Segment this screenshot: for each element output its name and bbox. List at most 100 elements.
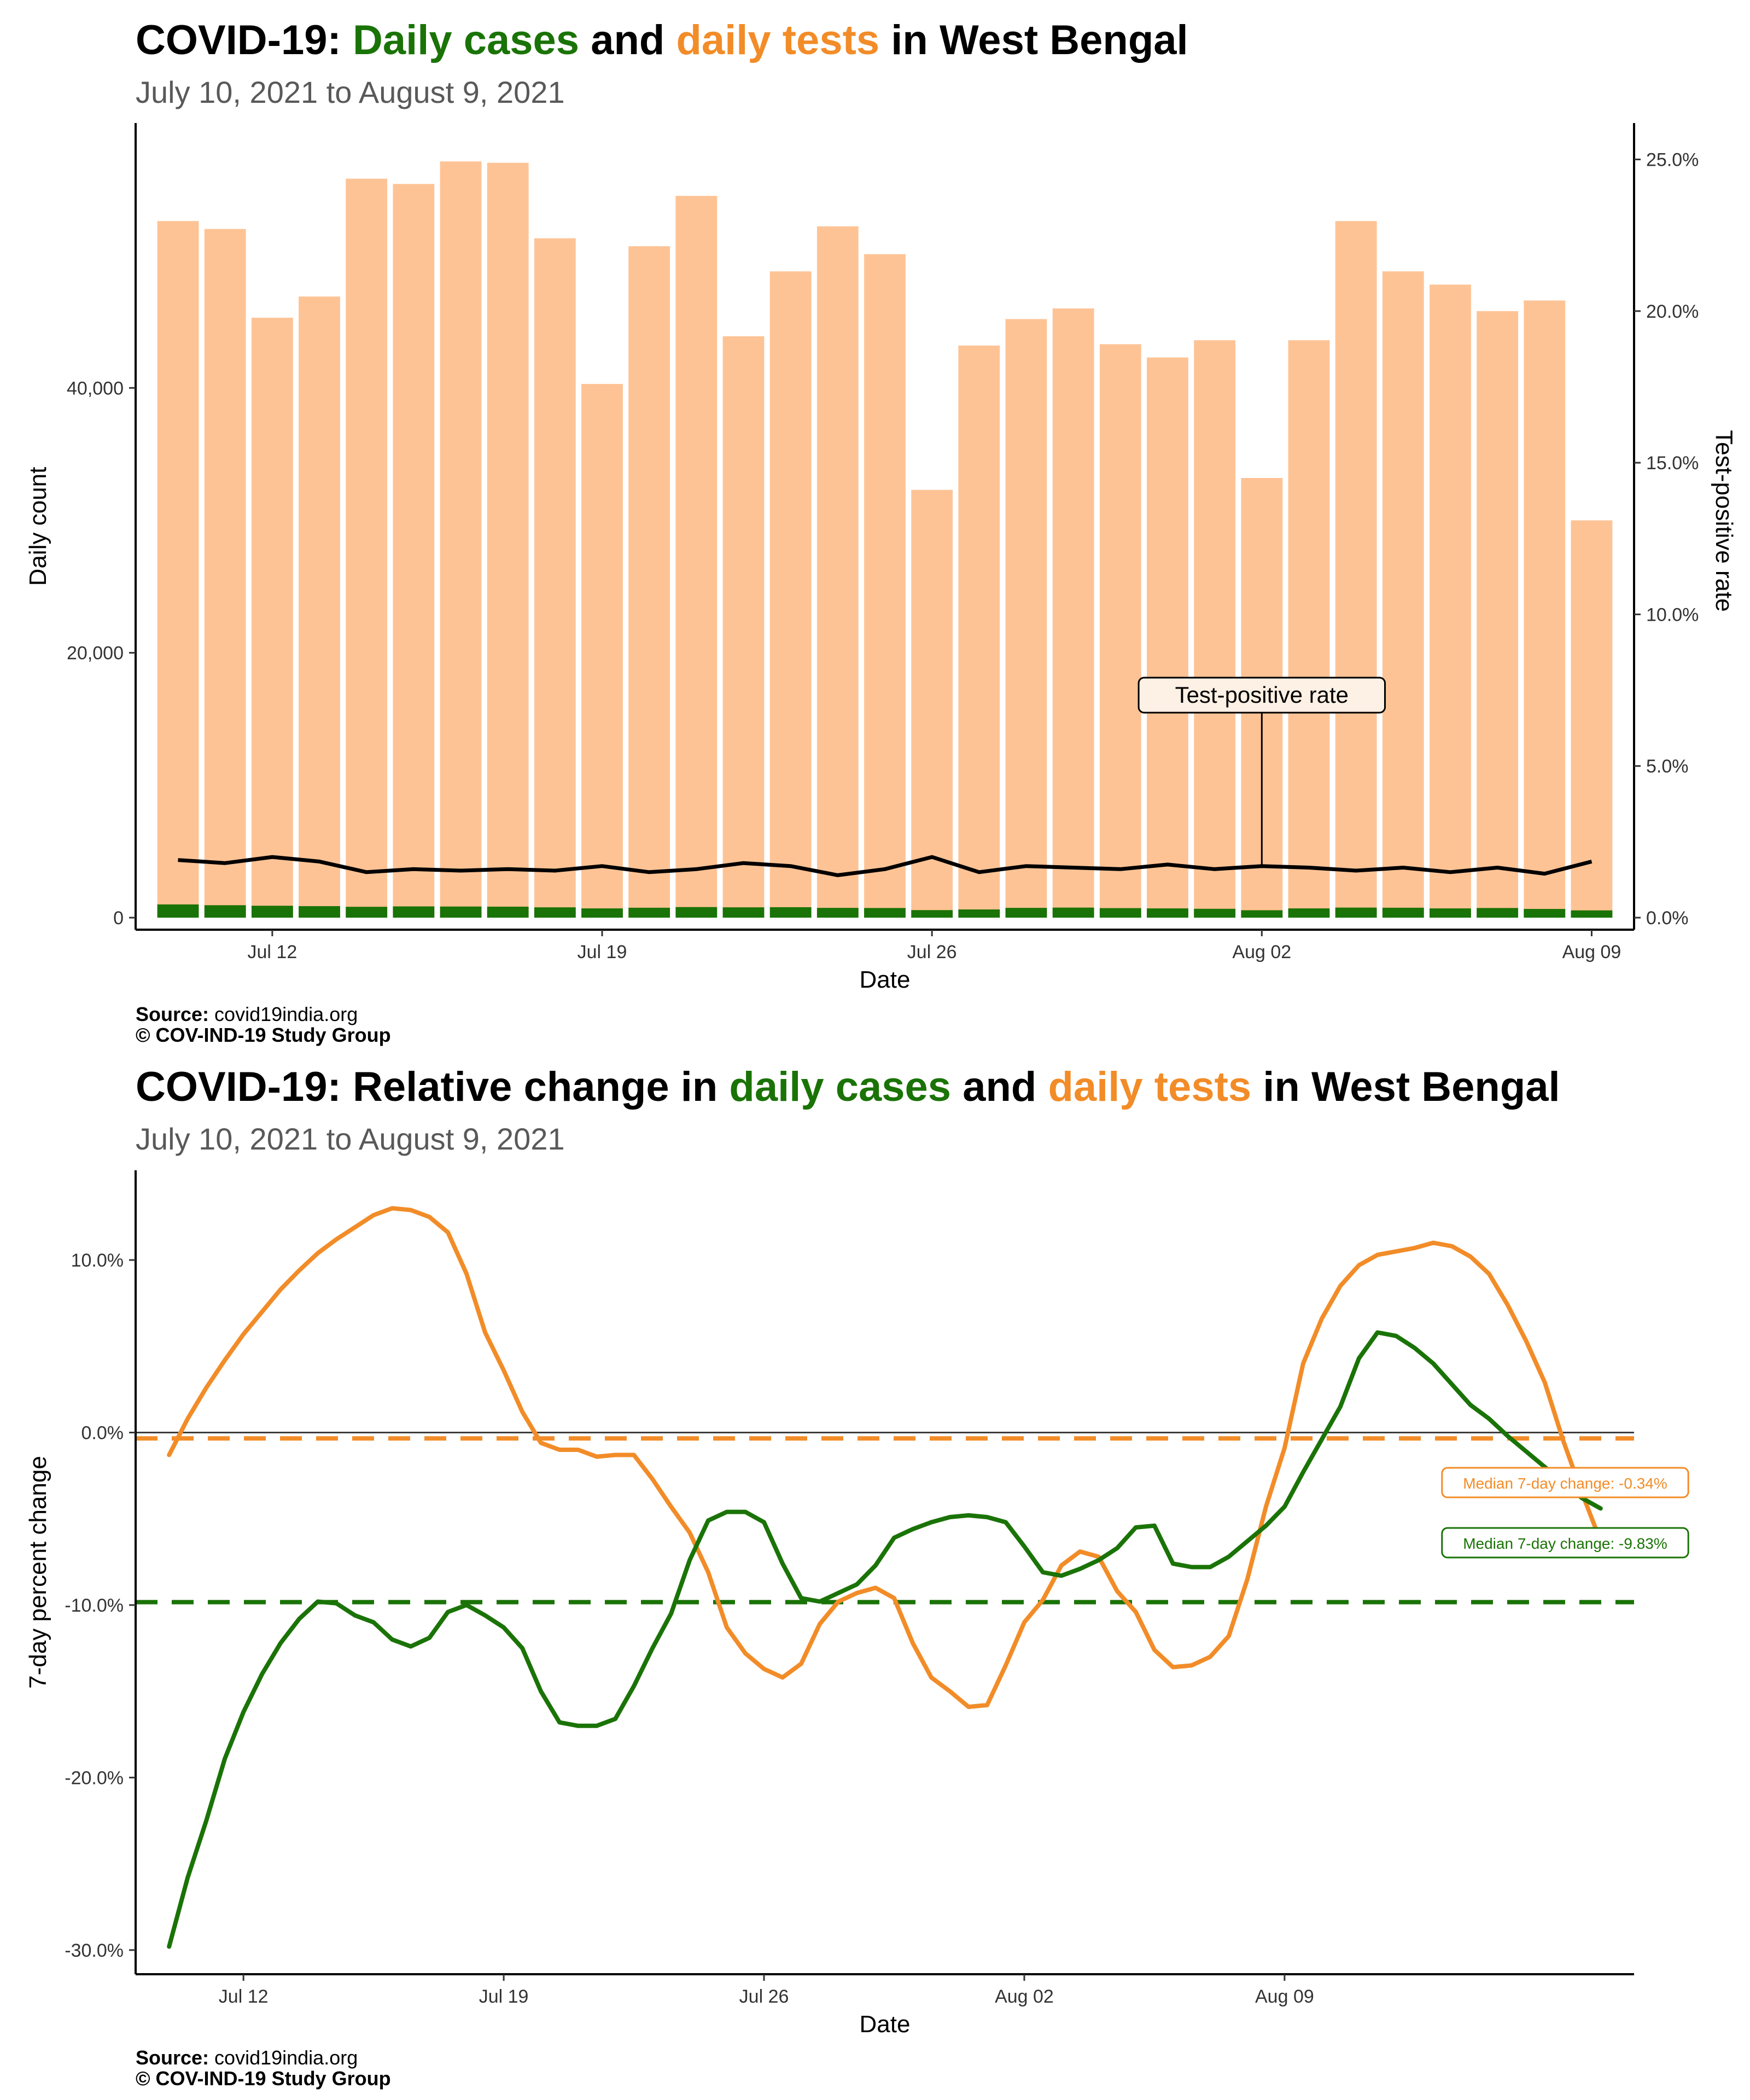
chart2-reference-layer: [136, 1431, 1634, 1605]
tests-bar: [675, 196, 718, 918]
cases-bar: [1430, 908, 1471, 918]
y2-tick-label: 0.0%: [1646, 908, 1689, 929]
chart2-title-tests: daily tests: [1048, 1064, 1252, 1110]
cases-bar: [1147, 908, 1188, 918]
median-tests-annotation-box: [1441, 1467, 1689, 1498]
chart1-tpr-layer: [178, 855, 1592, 877]
chart1-title-cases: Daily cases: [352, 17, 580, 63]
tests-bar: [864, 254, 906, 918]
y-tick-label: -10.0%: [65, 1595, 124, 1616]
x-tick-label: Aug 02: [1232, 942, 1291, 962]
median-tests-annotation-label: Median 7-day change: -0.34%: [1463, 1475, 1667, 1492]
chart1-bars-layer: [157, 161, 1613, 918]
cases-change-line: [167, 1330, 1603, 1949]
y2-tick-label: 20.0%: [1646, 301, 1699, 322]
tests-bar: [958, 345, 1000, 918]
tests-bar: [393, 184, 435, 918]
chart1-source-label: Source:: [136, 1003, 209, 1025]
chart2-plot: Jul 12 Jul 19 Jul 26 Aug 02 Aug 09 -30.0% -20.…: [25, 1170, 1689, 2038]
tests-bar: [440, 161, 482, 918]
cases-bar: [1005, 908, 1047, 918]
cases-bar: [1571, 910, 1613, 918]
y-tick-label: -20.0%: [65, 1768, 124, 1788]
x-axis-title: Date: [860, 966, 911, 993]
tests-bar: [487, 162, 529, 918]
tests-bar: [1099, 344, 1141, 918]
cases-bar: [487, 906, 529, 918]
chart1-copyright: © COV-IND-19 Study Group: [136, 1024, 391, 1046]
tests-bar: [346, 178, 388, 918]
tests-bar: [1288, 340, 1330, 918]
x-tick-label: Aug 09: [1562, 942, 1621, 962]
cases-bar: [346, 907, 388, 918]
tests-bar: [534, 238, 576, 918]
chart1-source-value: covid19india.org: [209, 1003, 358, 1025]
chart1-title-suffix: in West Bengal: [879, 17, 1188, 63]
tests-bar: [1524, 300, 1566, 918]
chart2-caption: Source: covid19india.org © COV-IND-19 St…: [136, 2048, 391, 2089]
y2-axis-title: Test-positive rate: [1711, 430, 1737, 612]
chart1-title-tests: daily tests: [676, 17, 880, 63]
tests-bar: [157, 221, 199, 918]
y-axis-title: 7-day percent change: [25, 1456, 51, 1689]
x-tick-label: Jul 19: [479, 1986, 529, 2007]
cases-bar: [534, 907, 576, 918]
y-tick-label: 40,000: [67, 378, 124, 399]
tests-bar: [628, 246, 670, 918]
chart2-copyright: © COV-IND-19 Study Group: [136, 2067, 391, 2090]
cases-bar: [1241, 910, 1283, 918]
chart2-title-prefix: COVID-19: Relative change in: [136, 1064, 730, 1110]
tests-bar: [1052, 308, 1094, 918]
tests-bar: [204, 229, 246, 918]
cases-bar: [722, 907, 765, 918]
tests-bar: [722, 336, 765, 918]
y2-tick-label: 5.0%: [1646, 756, 1689, 777]
cases-bar: [1524, 909, 1566, 918]
cases-bar: [864, 908, 906, 918]
x-tick-label: Jul 26: [739, 1986, 789, 2007]
cases-bar: [251, 906, 293, 918]
median-cases-annotation-label: Median 7-day change: -9.83%: [1463, 1535, 1667, 1552]
tests-bar: [1477, 311, 1519, 918]
x-tick-label: Jul 12: [219, 1986, 269, 2007]
cases-bar: [1477, 908, 1519, 918]
y2-tick-label: 15.0%: [1646, 453, 1699, 474]
cases-bar: [299, 906, 340, 918]
cases-bar: [675, 907, 718, 918]
cases-bar: [628, 907, 670, 918]
tests-bar: [816, 226, 859, 918]
tests-bar: [1194, 340, 1236, 918]
cases-bar: [1099, 908, 1141, 918]
tests-bar: [769, 271, 812, 918]
y2-tick-label: 10.0%: [1646, 604, 1699, 625]
x-tick-label: Jul 12: [248, 942, 298, 962]
tests-bar: [581, 384, 623, 918]
cases-bar: [911, 910, 953, 918]
chart2-subtitle: July 10, 2021 to August 9, 2021: [136, 1122, 565, 1156]
cases-bar: [204, 905, 246, 918]
cases-bar: [440, 906, 482, 918]
cases-bar: [581, 908, 623, 918]
y-tick-label: 20,000: [67, 643, 124, 664]
tests-bar: [251, 317, 293, 918]
y-tick-label: 0.0%: [81, 1422, 124, 1443]
cases-bar: [1052, 907, 1094, 918]
cases-bar: [816, 908, 859, 918]
cases-bar: [1288, 908, 1330, 918]
annotation-label: Test-positive rate: [1175, 682, 1349, 708]
chart2-lines-layer: [167, 1206, 1603, 1949]
cases-bar: [958, 909, 1000, 918]
chart1-title-prefix: COVID-19:: [136, 17, 353, 63]
x-tick-label: Aug 09: [1255, 1986, 1314, 2007]
chart1-axes-layer: Jul 12 Jul 19 Jul 26 Aug 02 Aug 09 0 20,000 40,…: [25, 123, 1737, 993]
y-axis-title: Daily count: [25, 467, 51, 586]
chart1-annotation-layer: Test-positive rate: [1138, 676, 1386, 866]
chart1-plot: Jul 12 Jul 19 Jul 26 Aug 02 Aug 09 0 20,000 40,…: [25, 123, 1737, 993]
annotation-box: [1138, 676, 1386, 714]
x-tick-label: Jul 26: [907, 942, 957, 962]
x-tick-label: Jul 19: [578, 942, 627, 962]
y-tick-label: 0: [113, 908, 124, 929]
cases-bar: [1382, 907, 1424, 918]
chart2-title-cases: daily cases: [729, 1064, 952, 1110]
cases-bar: [157, 904, 199, 918]
